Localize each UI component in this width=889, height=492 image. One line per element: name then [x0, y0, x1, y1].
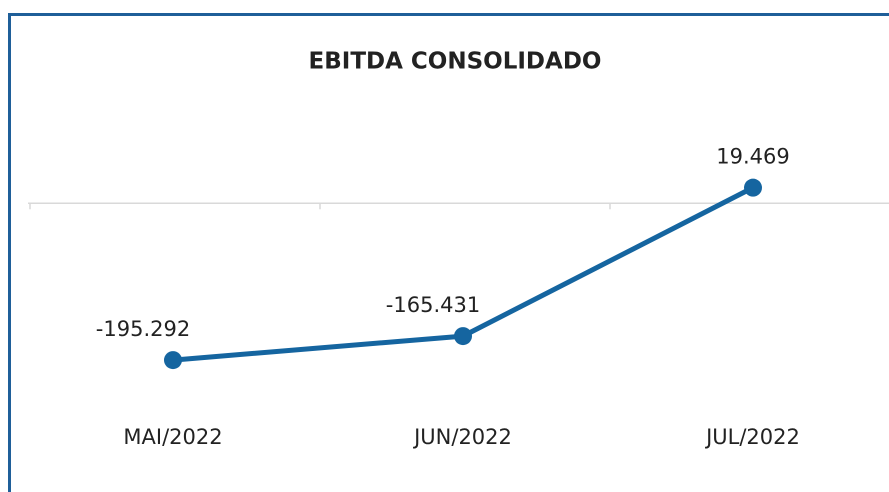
- x-tick-label: MAI/2022: [123, 425, 222, 449]
- data-label: -195.292: [96, 317, 190, 341]
- data-point: [744, 178, 762, 197]
- data-point: [454, 327, 472, 346]
- data-label: -165.431: [386, 293, 480, 317]
- data-point: [164, 351, 182, 370]
- chart-title: EBITDA CONSOLIDADO: [309, 49, 602, 75]
- frame: [8, 13, 889, 492]
- data-label: 19.469: [716, 145, 789, 169]
- x-tick-label: JUL/2022: [704, 425, 800, 449]
- x-tick-label: JUN/2022: [412, 425, 512, 449]
